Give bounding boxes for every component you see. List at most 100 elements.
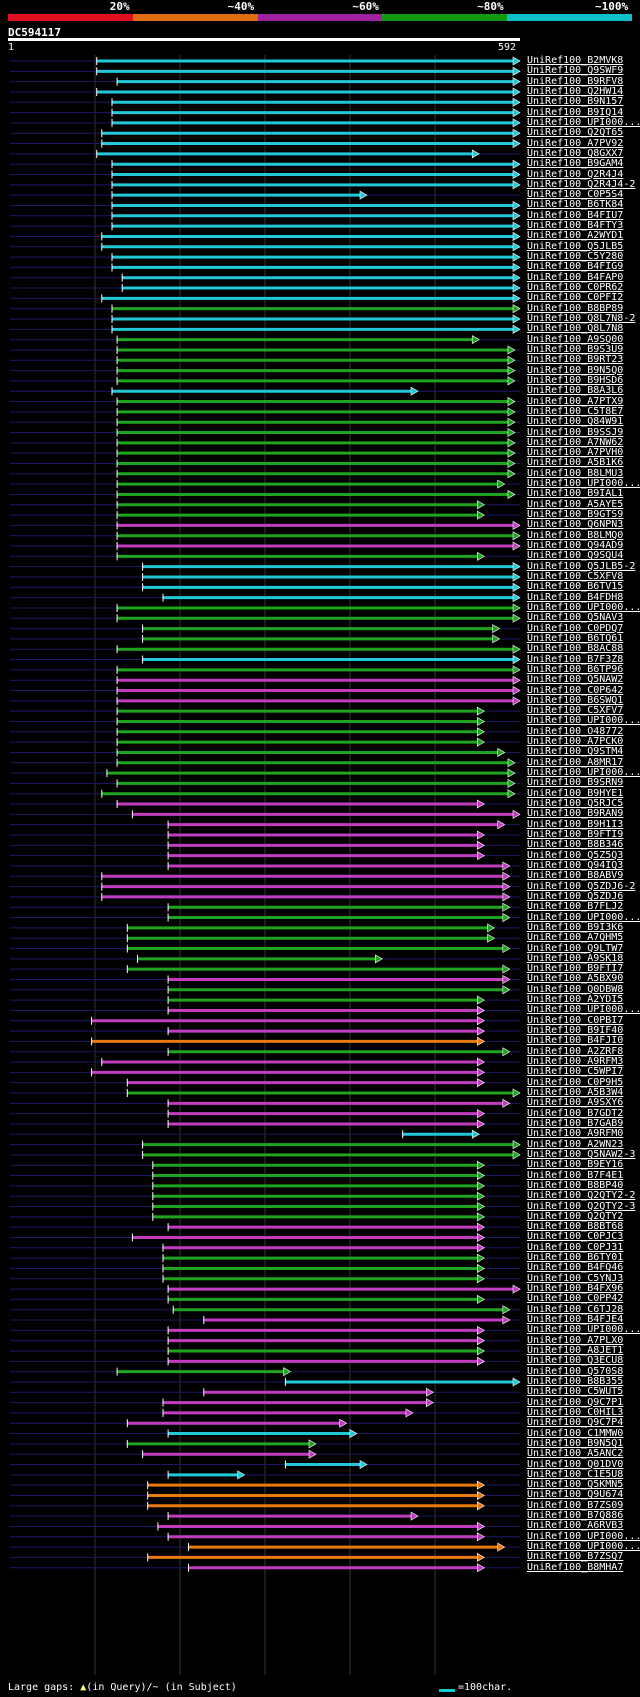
hit-label[interactable]: UniRef100_Q5NAW2 (527, 674, 624, 686)
hit-label[interactable]: UniRef100_Q2QT65 (527, 127, 624, 139)
hit-label[interactable]: UniRef100_Q570S8 (527, 1365, 624, 1377)
hit-label[interactable]: UniRef100_A9SQ00 (527, 333, 624, 345)
hit-label[interactable]: UniRef100_B9N157 (527, 96, 624, 108)
hit-label[interactable]: UniRef100_B6TV15 (527, 581, 624, 593)
hit-label[interactable]: UniRef100_Q5RJC5 (527, 798, 624, 810)
hit-label[interactable]: UniRef100_B9RT23 (527, 354, 624, 366)
hit-label[interactable]: UniRef100_C5T8E7 (527, 405, 624, 417)
hit-label[interactable]: UniRef100_B8AC88 (527, 643, 624, 655)
hit-label[interactable]: UniRef100_Q0DBW8 (527, 983, 624, 995)
hit-label[interactable]: UniRef100_Q5ZDJ6 (527, 890, 624, 902)
hit-label[interactable]: UniRef100_C1E5U8 (527, 1468, 624, 1480)
hit-label[interactable]: UniRef100_Q9SWF9 (527, 65, 624, 77)
hit-label[interactable]: UniRef100_C1MMW0 (527, 1427, 624, 1439)
hit-label[interactable]: UniRef100_C0PP42 (527, 1293, 624, 1305)
hit-label[interactable]: UniRef100_Q5KMN5 (527, 1479, 624, 1491)
hit-label[interactable]: UniRef100_Q9U674 (527, 1489, 624, 1501)
hit-label[interactable]: UniRef100_A6RVB3 (527, 1520, 624, 1532)
hit-label[interactable]: UniRef100_Q9SQU4 (527, 550, 624, 562)
hit-label[interactable]: UniRef100_B9RFV8 (527, 75, 624, 87)
hit-label[interactable]: UniRef100_A7PTX9 (527, 395, 624, 407)
hit-label[interactable]: UniRef100_B4FTY3 (527, 220, 624, 232)
hit-label[interactable]: UniRef100_B9GAM4 (527, 158, 624, 170)
hit-label[interactable]: UniRef100_C5YNJ3 (527, 1272, 624, 1284)
hit-label[interactable]: UniRef100_C0PBI7 (527, 1014, 624, 1026)
hit-label[interactable]: UniRef100_B9IAL1 (527, 488, 624, 500)
hit-label[interactable]: UniRef100_B9SSJ9 (527, 426, 624, 438)
hit-label[interactable]: UniRef100_B8B346 (527, 839, 624, 851)
hit-label[interactable]: UniRef100_B4FIG9 (527, 261, 624, 273)
hit-label[interactable]: UniRef100_Q84W91 (527, 416, 624, 428)
hit-label[interactable]: UniRef100_A5AYE5 (527, 498, 624, 510)
hit-label[interactable]: UniRef100_A5B3W4 (527, 1087, 624, 1098)
hit-label[interactable]: UniRef100_UPI000... (527, 116, 640, 128)
hit-label[interactable]: UniRef100_A2WN23 (527, 1138, 624, 1150)
hit-label[interactable]: UniRef100_B4FQ46 (527, 1262, 624, 1274)
hit-label[interactable]: UniRef100_A9RFM3 (527, 1056, 624, 1068)
hit-label[interactable]: UniRef100_Q5NAW2-3 (527, 1148, 636, 1160)
hit-label[interactable]: UniRef100_UPI000... (527, 1541, 640, 1553)
hit-label[interactable]: UniRef100_B6TK84 (527, 199, 624, 211)
hit-label[interactable]: UniRef100_A2ZRF8 (527, 1045, 624, 1057)
hit-label[interactable]: UniRef100_B9N5Q1 (527, 1437, 624, 1449)
hit-label[interactable]: UniRef100_Q5Z5Q3 (527, 849, 624, 861)
hit-label[interactable]: UniRef100_B8BP40 (527, 1179, 624, 1191)
hit-label[interactable]: UniRef100_B9I3K6 (527, 921, 624, 933)
hit-label[interactable]: UniRef100_Q8GXX7 (527, 147, 624, 159)
hit-label[interactable]: UniRef100_A7PVH0 (527, 447, 624, 459)
hit-label[interactable]: UniRef100_Q2QTY2-3 (527, 1200, 636, 1212)
hit-label[interactable]: UniRef100_C0PDQ7 (527, 622, 624, 634)
hit-label[interactable]: UniRef100_C5WPI7 (527, 1066, 624, 1078)
hit-label[interactable]: UniRef100_C0P5S4 (527, 189, 624, 201)
hit-label[interactable]: UniRef100_C5XFV7 (527, 705, 624, 717)
hit-label[interactable]: UniRef100_Q9C7P1 (527, 1396, 624, 1408)
hit-label[interactable]: UniRef100_C6TJ28 (527, 1303, 624, 1315)
hit-label[interactable]: UniRef100_C5WUT5 (527, 1386, 624, 1398)
hit-label[interactable]: UniRef100_A9RFM0 (527, 1128, 624, 1140)
hit-label[interactable]: UniRef100_B6TP96 (527, 663, 624, 675)
hit-label[interactable]: UniRef100_UPI000... (527, 911, 640, 923)
hit-label[interactable]: UniRef100_C0P9H5 (527, 1076, 624, 1088)
hit-label[interactable]: UniRef100_B9IF40 (527, 1025, 624, 1037)
hit-label[interactable]: UniRef100_Q6NPN3 (527, 519, 624, 531)
hit-label[interactable]: UniRef100_B8BT68 (527, 1221, 624, 1233)
hit-label[interactable]: UniRef100_UPI000... (527, 601, 640, 613)
hit-label[interactable]: UniRef100_Q3ECU8 (527, 1355, 624, 1367)
hit-label[interactable]: UniRef100_B6SWQ1 (527, 694, 624, 706)
hit-label[interactable]: UniRef100_B4FX96 (527, 1283, 624, 1295)
hit-label[interactable]: UniRef100_Q2QTY2 (527, 1210, 624, 1222)
hit-label[interactable]: UniRef100_B2MVK8 (527, 55, 624, 66)
hit-label[interactable]: UniRef100_A8MR17 (527, 756, 624, 768)
hit-label[interactable]: UniRef100_B9EY16 (527, 1159, 624, 1171)
hit-label[interactable]: UniRef100_C0PJC3 (527, 1231, 624, 1243)
hit-label[interactable]: UniRef100_B9IQ14 (527, 106, 624, 118)
hit-label[interactable]: UniRef100_B4FIU7 (527, 209, 624, 221)
hit-label[interactable]: UniRef100_Q8L7N8 (527, 323, 624, 335)
hit-label[interactable]: UniRef100_B7GDT2 (527, 1107, 624, 1119)
hit-label[interactable]: UniRef100_Q5JLB5-2 (527, 560, 636, 572)
hit-label[interactable]: UniRef100_B9FTI9 (527, 829, 624, 840)
hit-label[interactable]: UniRef100_Q5JLB5 (527, 240, 624, 252)
hit-label[interactable]: UniRef100_A9SK18 (527, 952, 624, 964)
hit-label[interactable]: UniRef100_Q01DV0 (527, 1458, 624, 1470)
hit-label[interactable]: UniRef100_B8ABV9 (527, 870, 624, 882)
hit-label[interactable]: UniRef100_B9S3U9 (527, 343, 624, 355)
hit-label[interactable]: UniRef100_B8A3L6 (527, 385, 624, 397)
hit-label[interactable]: UniRef100_Q8L7N8-2 (527, 313, 636, 324)
hit-label[interactable]: UniRef100_A5BX90 (527, 973, 624, 985)
hit-label[interactable]: UniRef100_A7PV92 (527, 137, 624, 149)
hit-label[interactable]: UniRef100_B9N5Q0 (527, 364, 624, 376)
hit-label[interactable]: UniRef100_B7Q886 (527, 1510, 624, 1522)
hit-label[interactable]: UniRef100_B9SRN9 (527, 777, 624, 789)
hit-label[interactable]: UniRef100_O48772 (527, 725, 624, 737)
hit-label[interactable]: UniRef100_B8LMU3 (527, 467, 624, 479)
hit-label[interactable]: UniRef100_UPI000... (527, 767, 640, 779)
hit-label[interactable]: UniRef100_B4FAP0 (527, 271, 624, 283)
hit-label[interactable]: UniRef100_Q9STM4 (527, 746, 624, 758)
hit-label[interactable]: UniRef100_C0PJ31 (527, 1241, 624, 1253)
hit-label[interactable]: UniRef100_Q2HW14 (527, 85, 624, 97)
hit-label[interactable]: UniRef100_Q9C7P4 (527, 1417, 624, 1429)
hit-label[interactable]: UniRef100_UPI000... (527, 715, 640, 727)
hit-label[interactable]: UniRef100_UPI000... (527, 1004, 640, 1016)
hit-label[interactable]: UniRef100_B4FDH8 (527, 591, 624, 603)
